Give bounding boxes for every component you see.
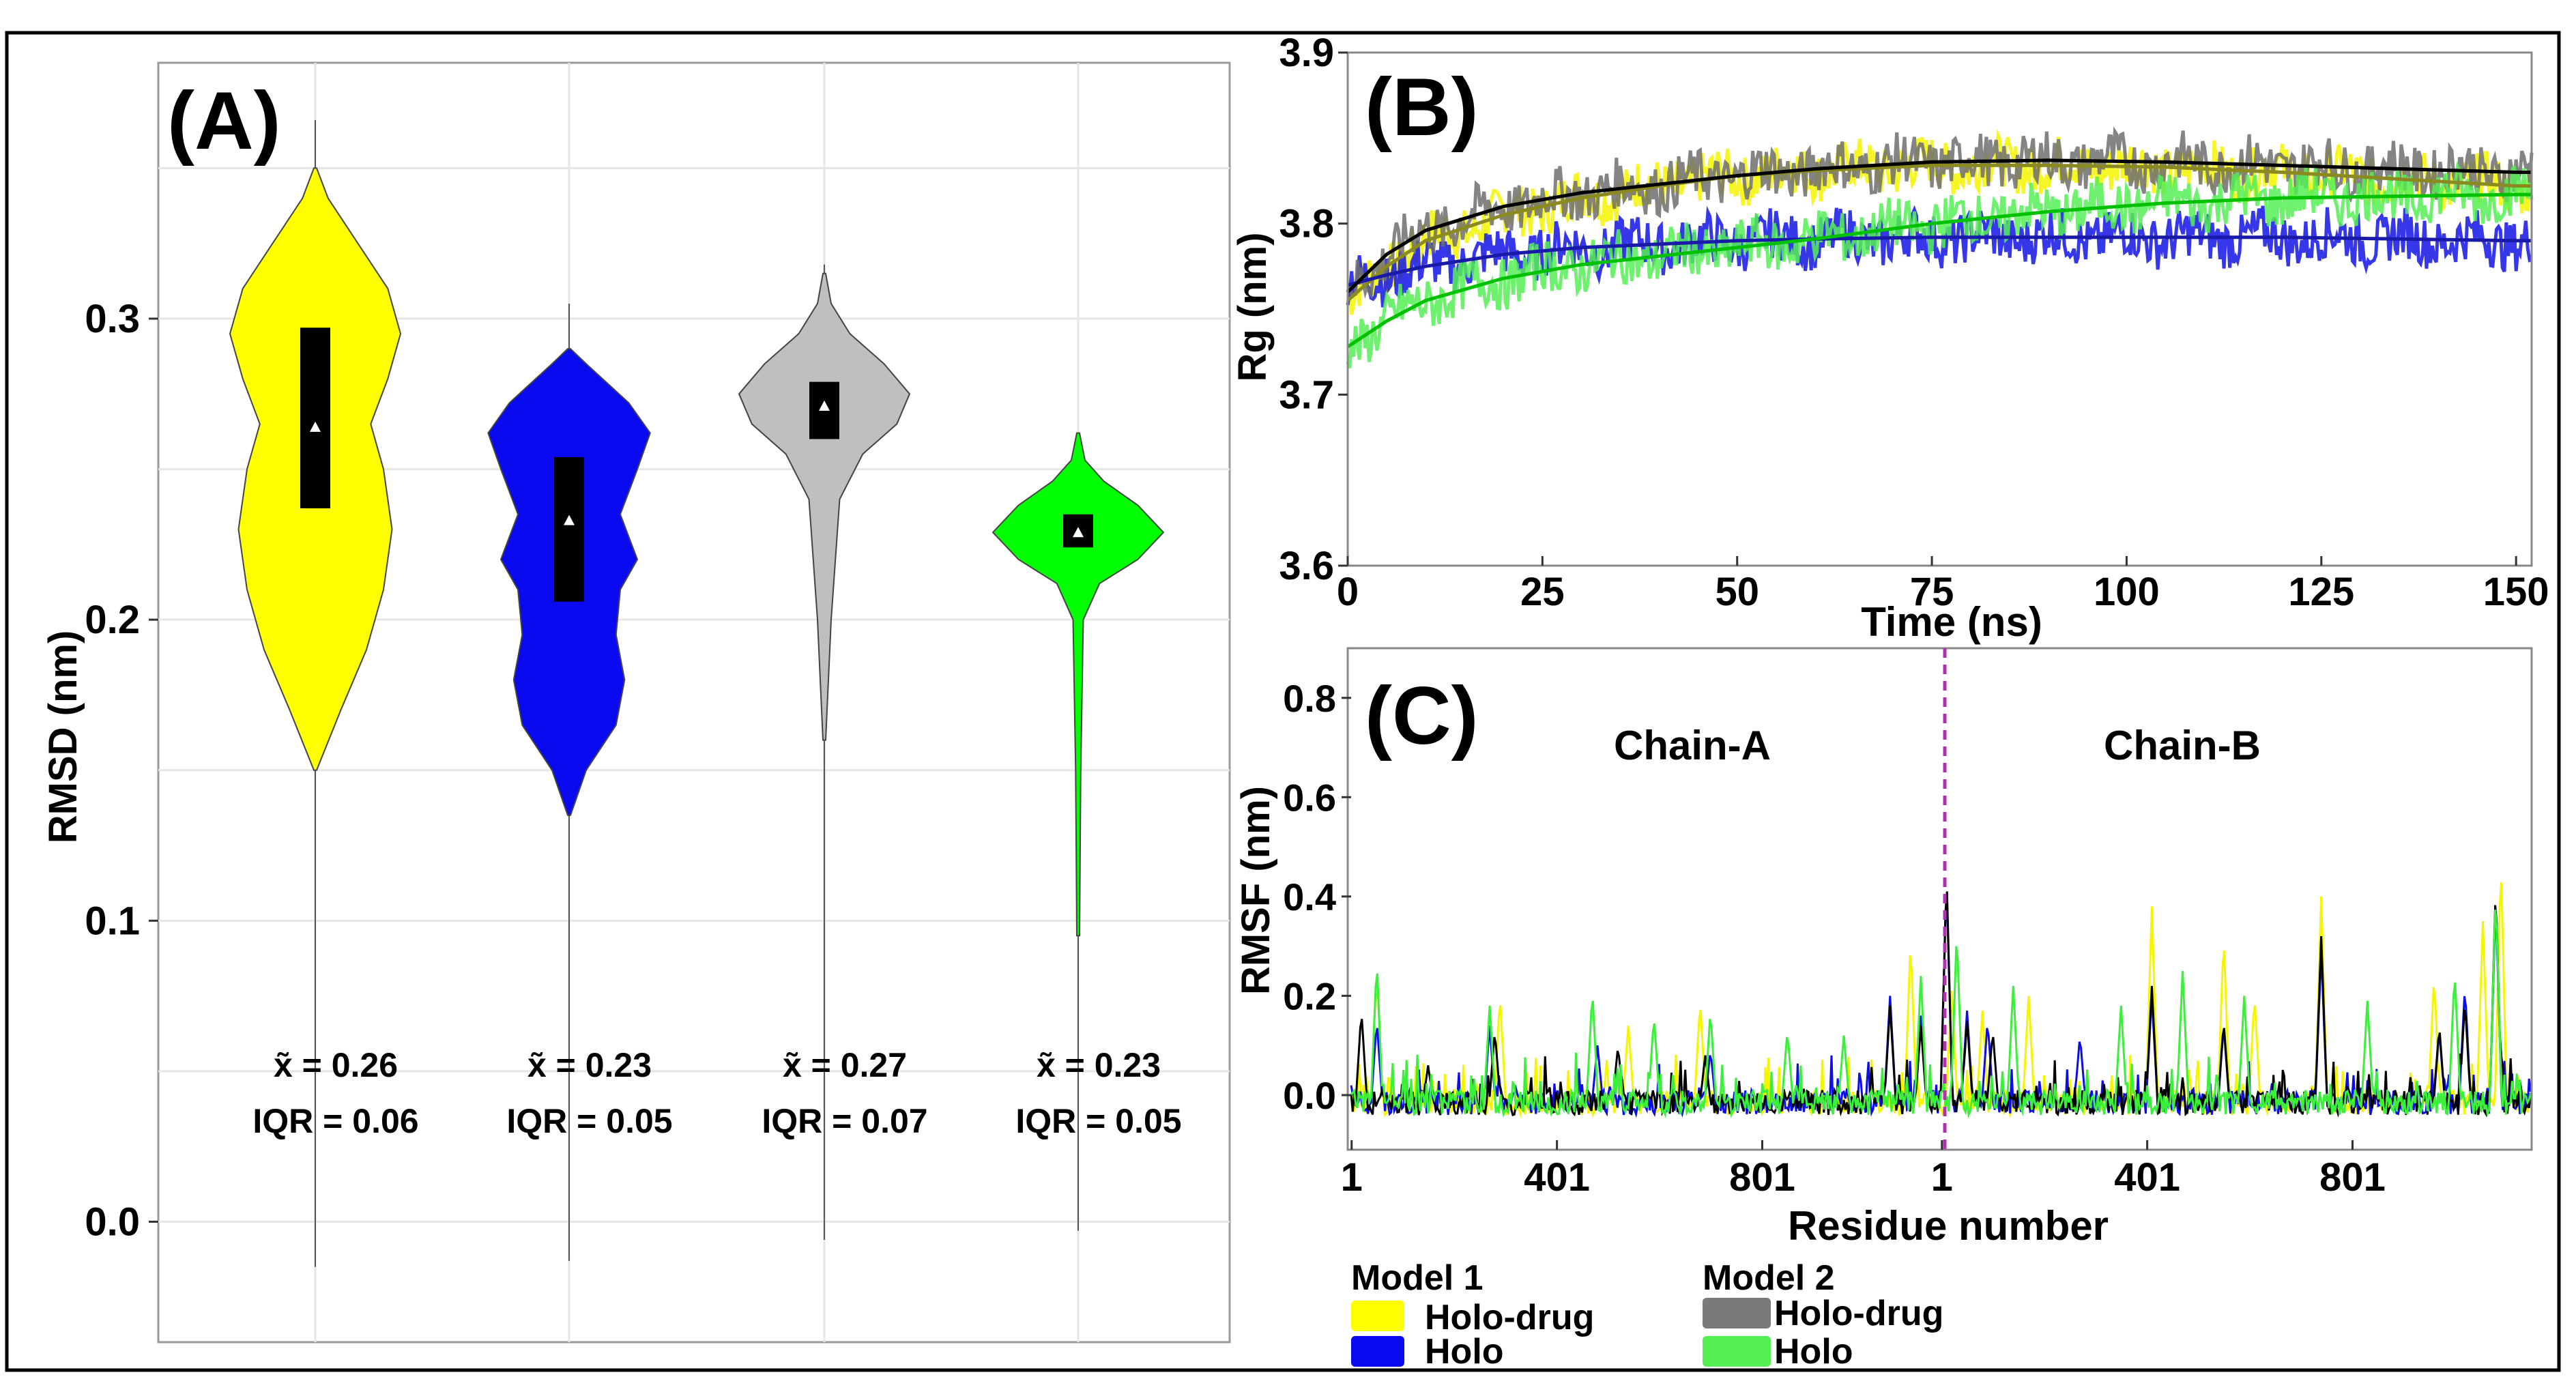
y-tick-label: 0.6	[1283, 776, 1336, 819]
iqr-box-model-1-holo-drug	[300, 328, 330, 508]
chain-b-label: Chain-B	[2104, 723, 2261, 768]
y-tick-label: 0.1	[85, 899, 140, 943]
mean-marker-model-2-holo-drug	[819, 400, 830, 411]
legend-label-model2-holo-drug: Holo-drug	[1774, 1294, 1943, 1333]
median-label-model-2-holo-drug: x̃ = 0.27	[783, 1046, 907, 1084]
rmsf-line-model-2-holo	[1350, 910, 2532, 1119]
rg-fit-model-2-holo-drug	[1346, 158, 2532, 293]
legend-label-model1-holo-drug: Holo-drug	[1425, 1298, 1594, 1337]
legend: Model 1 Model 2 Holo-drug Holo Holo-drug…	[1351, 1258, 1943, 1371]
panel-a-label: (A)	[167, 75, 281, 166]
rg-fit-model-2-holo	[1346, 192, 2532, 349]
y-tick-label: 0.8	[1283, 677, 1336, 720]
iqr-label-model-2-holo-drug: IQR = 0.07	[762, 1102, 927, 1140]
legend-model1-title: Model 1	[1351, 1258, 1484, 1298]
y-tick-label: 0.0	[1283, 1074, 1336, 1117]
median-label-model-1-holo-drug: x̃ = 0.26	[274, 1046, 398, 1084]
panel-a: 0.0 0.1 0.2 0.3 x̃ = 0.26 IQR = 0.06 x̃ = 0.2…	[41, 61, 1231, 1344]
violin-model-2-holo	[992, 432, 1165, 937]
iqr-box-model-1-holo	[554, 456, 584, 602]
legend-swatch-model1-holo	[1351, 1336, 1404, 1367]
iqr-label-model-1-holo: IQR = 0.05	[506, 1102, 672, 1140]
mean-marker-model-1-holo-drug	[310, 421, 321, 432]
rg-fit-model-1-holo	[1347, 235, 2532, 287]
panel-c: 1 401 801 1 401 801 0.0 0.2 0.4 0.6 0.8 (C) Chain-…	[1234, 647, 2533, 1249]
y-tick-label: 3.6	[1279, 544, 1334, 588]
legend-swatch-model1-holo-drug	[1351, 1301, 1404, 1331]
x-tick-label: 150	[2483, 570, 2549, 614]
x-tick-label: 1	[1341, 1155, 1363, 1200]
legend-swatch-model2-holo	[1703, 1336, 1771, 1367]
legend-label-model1-holo: Holo	[1425, 1332, 1504, 1371]
y-tick-label: 3.9	[1279, 31, 1334, 75]
x-tick-label: 0	[1337, 570, 1359, 614]
x-tick-label: 801	[2319, 1155, 2386, 1200]
y-tick-label: 0.3	[85, 297, 140, 341]
x-tick-label: 75	[1910, 570, 1954, 614]
panel-c-ylabel: RMSF (nm)	[1234, 786, 1278, 995]
panel-b-ylabel: Rg (nm)	[1230, 232, 1275, 381]
iqr-label-model-2-holo: IQR = 0.05	[1015, 1102, 1181, 1140]
panel-c-label: (C)	[1365, 670, 1479, 761]
x-tick-label: 25	[1520, 570, 1565, 614]
x-tick-label: 125	[2288, 570, 2354, 614]
y-tick-label: 3.7	[1279, 373, 1334, 417]
panel-b-label: (B)	[1365, 61, 1479, 153]
x-tick-label: 401	[1524, 1155, 1590, 1200]
panel-c-plot-area	[1346, 647, 2533, 1151]
panel-b-xlabel: Time (ns)	[1861, 599, 2042, 645]
panel-b: 0 25 50 75 100 125 150 3.6 3.7 3.8 3.9 (B) Time (n…	[1230, 31, 2549, 645]
y-tick-label: 0.4	[1283, 875, 1336, 918]
legend-label-model2-holo: Holo	[1774, 1332, 1853, 1371]
median-label-model-2-holo: x̃ = 0.23	[1037, 1046, 1161, 1084]
chain-a-label: Chain-A	[1614, 723, 1771, 768]
iqr-label-model-1-holo-drug: IQR = 0.06	[252, 1102, 418, 1140]
x-tick-label: 801	[1729, 1155, 1795, 1200]
y-tick-label: 0.0	[85, 1200, 140, 1245]
panel-a-ylabel: RMSD (nm)	[41, 630, 85, 844]
x-tick-label: 100	[2094, 570, 2160, 614]
x-tick-label: 1	[1931, 1155, 1953, 1200]
legend-swatch-model2-holo-drug	[1703, 1298, 1771, 1328]
x-tick-label: 401	[2114, 1155, 2180, 1200]
mean-marker-model-1-holo	[564, 514, 575, 525]
median-label-model-1-holo: x̃ = 0.23	[527, 1046, 652, 1084]
y-tick-label: 3.8	[1279, 202, 1334, 246]
rg-trace-model-2-holo	[1346, 161, 2534, 369]
rg-fit-model-1-holo-drug	[1346, 163, 2532, 302]
y-tick-label: 0.2	[85, 598, 140, 642]
violin-model-2-holo-drug	[738, 272, 911, 741]
y-tick-label: 0.2	[1283, 974, 1336, 1017]
mean-marker-model-2-holo	[1073, 527, 1084, 538]
panel-c-xlabel: Residue number	[1788, 1203, 2109, 1249]
x-tick-label: 50	[1715, 570, 1759, 614]
panel-b-plot-area	[1346, 51, 2533, 567]
rmsf-line-model-2-holo-drug	[1350, 891, 2532, 1118]
legend-model2-title: Model 2	[1703, 1258, 1835, 1298]
